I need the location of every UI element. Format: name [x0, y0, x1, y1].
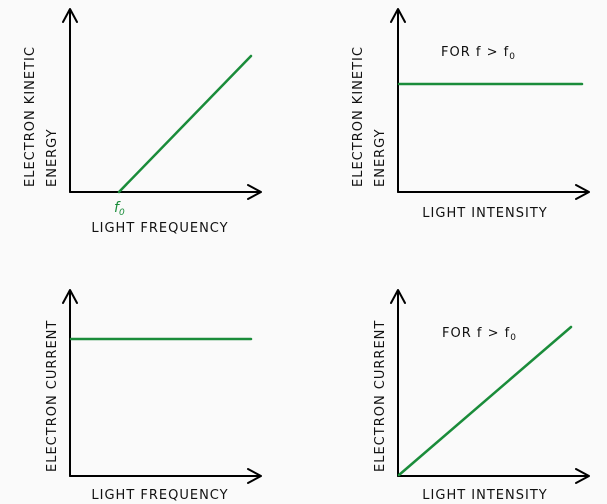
y-axis-label-line2: ENERGY — [373, 128, 388, 187]
x-axis — [69, 468, 262, 484]
panel-ke-vs-intensity: ELECTRON KINETIC ENERGY LIGHT INTENSITY … — [351, 8, 590, 221]
ke-line — [117, 54, 253, 194]
x-axis-label: LIGHT INTENSITY — [422, 206, 547, 221]
x-axis-label: LIGHT FREQUENCY — [91, 488, 228, 503]
y-axis-label: ELECTRON CURRENT — [45, 320, 60, 472]
condition-label: FOR f > f0 — [442, 326, 517, 343]
y-axis-label-line1: ELECTRON KINETIC — [351, 46, 366, 187]
y-axis-label: ELECTRON CURRENT — [373, 320, 388, 472]
x-axis-label: LIGHT INTENSITY — [422, 488, 547, 503]
threshold-frequency-label: f0 — [114, 200, 125, 218]
y-axis — [62, 8, 78, 193]
y-axis-label-line2: ENERGY — [45, 128, 60, 187]
panel-ke-vs-frequency: ELECTRON KINETIC ENERGY LIGHT FREQUENCY … — [23, 8, 262, 236]
y-axis — [390, 289, 406, 477]
x-axis — [397, 184, 590, 200]
y-axis — [62, 289, 78, 477]
y-axis-label-line1: ELECTRON KINETIC — [23, 46, 38, 187]
x-axis — [397, 468, 590, 484]
condition-label: FOR f > f0 — [441, 45, 516, 62]
x-axis-label: LIGHT FREQUENCY — [91, 221, 228, 236]
current-line — [397, 325, 573, 477]
x-axis — [69, 184, 262, 200]
panel-current-vs-frequency: ELECTRON CURRENT LIGHT FREQUENCY — [45, 289, 262, 503]
y-axis — [390, 8, 406, 193]
panel-current-vs-intensity: ELECTRON CURRENT LIGHT INTENSITY FOR f >… — [373, 289, 590, 503]
